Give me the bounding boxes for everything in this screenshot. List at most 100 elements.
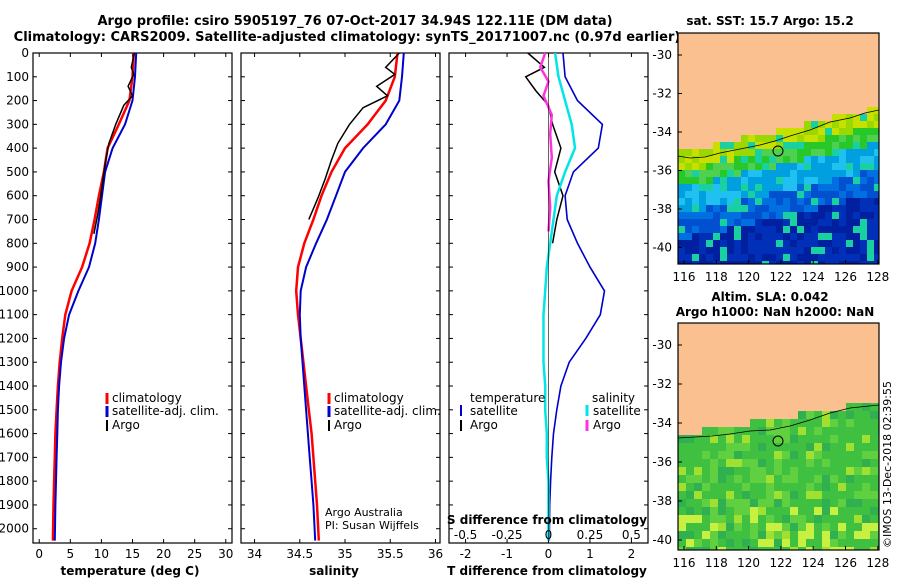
profile-curves xyxy=(51,52,606,543)
salinity-xlabel: salinity xyxy=(309,564,359,578)
map-lon-label: 120 xyxy=(737,556,760,570)
legend-climatology: climatology xyxy=(112,391,182,405)
salinity-legend: climatology satellite-adj. clim. Argo Ar… xyxy=(325,391,441,532)
title-line1: Argo profile: csiro 5905197_76 07-Oct-20… xyxy=(97,14,612,29)
map-lat-label: -34 xyxy=(652,416,672,430)
map-lat-label: -40 xyxy=(652,533,672,547)
series-satellite xyxy=(548,52,606,541)
s-diff-tick-label: 0 xyxy=(545,528,553,542)
series-argo xyxy=(524,52,564,244)
x-tick-label: 1 xyxy=(586,547,594,561)
legend-climatology-sal: climatology xyxy=(334,391,404,405)
depth-tick-label: 1100 xyxy=(0,308,29,322)
depth-tick-label: 1700 xyxy=(0,450,29,464)
x-tick-label: 5 xyxy=(66,547,74,561)
x-tick-label: 15 xyxy=(125,547,140,561)
legend-argo: Argo xyxy=(112,418,140,432)
argo-position-marker-top xyxy=(772,145,784,157)
map-lon-label: 128 xyxy=(866,556,889,570)
s-diff-tick-label: 0.5 xyxy=(622,528,641,542)
depth-tick-label: 1400 xyxy=(0,379,29,393)
legend-salinity-title: salinity xyxy=(592,391,635,405)
sla-map xyxy=(678,323,879,550)
x-tick-label: 34 xyxy=(247,547,262,561)
x-tick-label: 0 xyxy=(35,547,43,561)
series-argo xyxy=(93,52,136,234)
map-lon-label: 116 xyxy=(673,556,696,570)
s-diff-label: S difference from climatology xyxy=(447,513,647,527)
map-lat-label: -34 xyxy=(652,125,672,139)
x-tick-label: -1 xyxy=(501,547,513,561)
depth-tick-label: 2000 xyxy=(0,522,29,536)
x-tick-label: 34.5 xyxy=(286,547,313,561)
map-lon-label: 126 xyxy=(834,270,857,284)
temperature-xlabel: temperature (deg C) xyxy=(61,564,200,578)
bottom-map-title-2: Argo h1000: NaN h2000: NaN xyxy=(676,305,875,319)
depth-tick-label: 400 xyxy=(6,141,29,155)
top-map-title: sat. SST: 15.7 Argo: 15.2 xyxy=(686,14,853,28)
map-lat-label: -38 xyxy=(652,202,672,216)
x-tick-label: 36 xyxy=(428,547,443,561)
series-satellite xyxy=(542,52,577,541)
temperature-legend: climatology satellite-adj. clim. Argo xyxy=(105,391,219,432)
salinity-panel xyxy=(240,52,441,544)
depth-tick-label: 1500 xyxy=(0,403,29,417)
map-lon-label: 124 xyxy=(802,556,825,570)
temperature-panel xyxy=(32,52,233,544)
map-lat-label: -30 xyxy=(652,338,672,352)
depth-tick-label: 300 xyxy=(6,117,29,131)
s-diff-ticks: -0.5 -0.25 0 0.25 0.5 xyxy=(454,528,641,542)
depth-tick-label: 0 xyxy=(21,46,29,60)
series-climatology xyxy=(294,52,399,541)
map-lon-label: 126 xyxy=(834,556,857,570)
series-climatology xyxy=(51,52,135,541)
map-lon-label: 128 xyxy=(866,270,889,284)
depth-tick-label: 500 xyxy=(6,165,29,179)
depth-tick-label: 1800 xyxy=(0,474,29,488)
map-lat-label: -36 xyxy=(652,164,672,178)
difference-xlabel: T difference from climatology xyxy=(447,564,647,578)
map-lon-label: 118 xyxy=(705,270,728,284)
legend-sal-satellite: satellite xyxy=(593,404,641,418)
x-tick-label: 0 xyxy=(545,547,553,561)
depth-tick-label: 700 xyxy=(6,213,29,227)
s-diff-tick-label: -0.25 xyxy=(492,528,523,542)
imos-watermark: ©IMOS 13-Dec-2018 02:39:55 xyxy=(881,381,894,548)
depth-tick-label: 1900 xyxy=(0,498,29,512)
x-tick-label: 35 xyxy=(337,547,352,561)
argo-position-marker-bottom xyxy=(772,435,784,447)
map-lat-label: -40 xyxy=(652,241,672,255)
legend-satellite-adj-sal: satellite-adj. clim. xyxy=(334,404,441,418)
depth-axis: 0 100 200 300 400 500 600 700 800 900 1000 1100 1200… xyxy=(0,46,648,536)
series-argo xyxy=(538,52,554,232)
s-diff-tick-label: -0.5 xyxy=(454,528,477,542)
depth-tick-label: 600 xyxy=(6,189,29,203)
series-satellite-adj.-clim. xyxy=(53,52,138,541)
map-lon-label: 116 xyxy=(673,270,696,284)
legend-sal-argo: Argo xyxy=(593,418,621,432)
map-lat-label: -32 xyxy=(652,87,672,101)
bottom-map-title-1: Altim. SLA: 0.042 xyxy=(711,290,828,304)
map-lon-label: 118 xyxy=(705,556,728,570)
depth-tick-label: 1600 xyxy=(0,427,29,441)
series-satellite-adj.-clim. xyxy=(298,52,405,541)
map-lon-label: 122 xyxy=(769,556,792,570)
s-diff-tick-label: 0.25 xyxy=(577,528,604,542)
depth-tick-label: 200 xyxy=(6,94,29,108)
depth-tick-label: 1000 xyxy=(0,284,29,298)
map-lon-label: 122 xyxy=(769,270,792,284)
x-tick-label: 2 xyxy=(628,547,636,561)
map-lat-label: -32 xyxy=(652,377,672,391)
map-lat-label: -38 xyxy=(652,494,672,508)
x-tick-label: 35.5 xyxy=(377,547,404,561)
x-tick-label: 25 xyxy=(187,547,202,561)
difference-legend: temperature satellite Argo salinity sate… xyxy=(447,391,647,542)
x-tick-label: -2 xyxy=(460,547,472,561)
map-lat-label: -30 xyxy=(652,48,672,62)
legend-satellite-adj: satellite-adj. clim. xyxy=(112,404,219,418)
depth-tick-label: 1300 xyxy=(0,355,29,369)
legend-temp-satellite: satellite xyxy=(470,404,518,418)
annotation-argo-australia: Argo Australia xyxy=(325,506,403,519)
x-tick-label: 20 xyxy=(156,547,171,561)
